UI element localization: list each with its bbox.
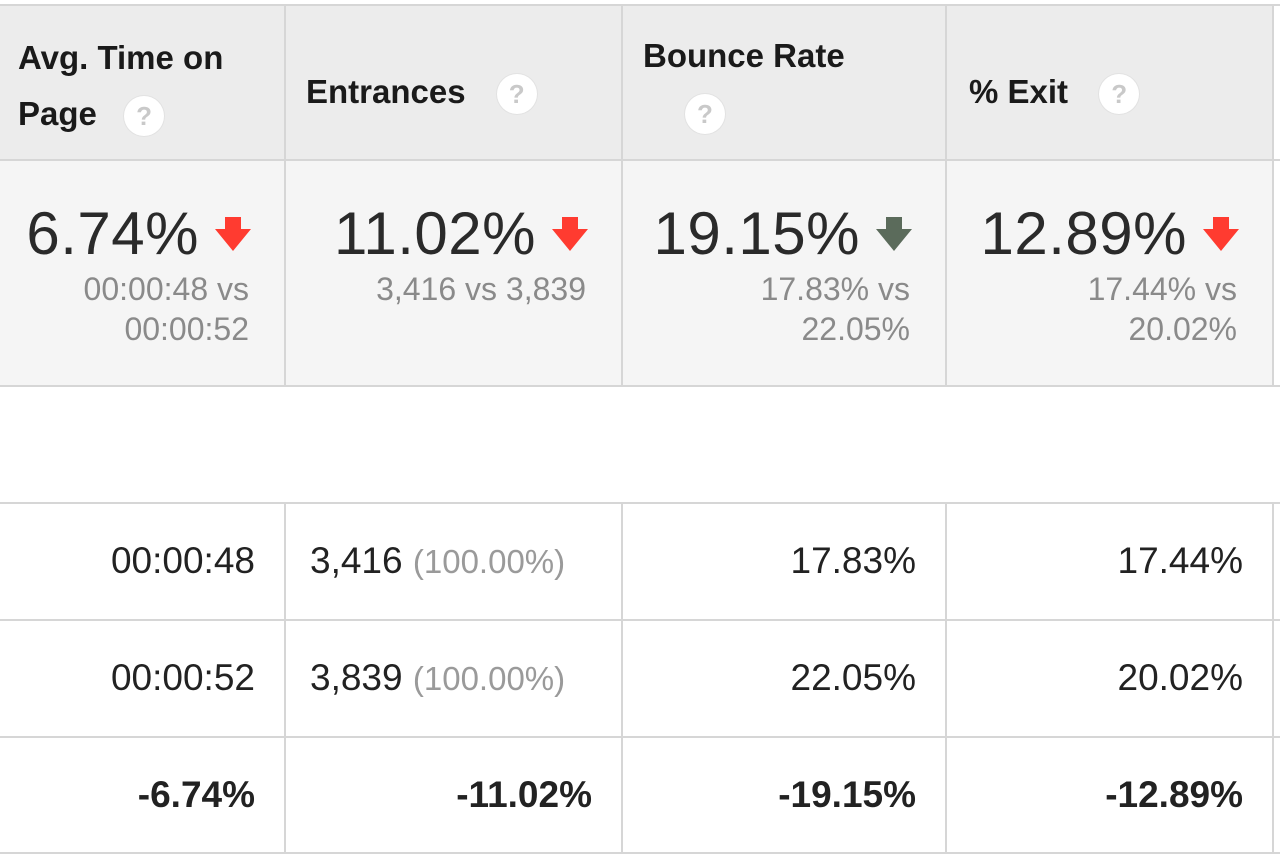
table-row-3-entrances: -11.02% xyxy=(286,737,622,853)
header-bounce-rate[interactable]: Bounce Rate ? xyxy=(623,6,946,160)
table-row-1-entrances: 3,416 (100.00%) xyxy=(286,503,622,619)
arrow-down-icon xyxy=(1203,216,1239,251)
divider xyxy=(284,4,286,387)
help-icon[interactable]: ? xyxy=(1099,74,1140,115)
table-row-2-avg-time: 00:00:52 xyxy=(0,620,285,736)
table-row-1-bounce-rate: 17.83% xyxy=(623,503,946,619)
summary-compare: 17.44% vs 20.02% xyxy=(1087,271,1237,347)
header-exit[interactable]: % Exit ? xyxy=(947,6,1273,160)
help-icon[interactable]: ? xyxy=(685,94,725,135)
divider xyxy=(0,619,1280,621)
divider xyxy=(0,385,1280,387)
cell-value: 17.83% xyxy=(790,540,917,581)
cell-value: 17.44% xyxy=(1117,540,1244,581)
divider xyxy=(0,4,1280,6)
header-label: Entrances ? xyxy=(306,64,537,120)
divider xyxy=(284,502,286,854)
table-row-2-bounce-rate: 22.05% xyxy=(623,620,946,736)
cell-value: 3,416 (100.00%) xyxy=(310,540,566,581)
summary-avg-time-on-page: 6.74% 00:00:48 vs 00:00:52 xyxy=(0,161,285,386)
cell-value: 00:00:48 xyxy=(110,540,255,581)
header-entrances[interactable]: Entrances ? xyxy=(286,6,622,160)
divider xyxy=(1272,502,1274,854)
cell-percent: (100.00%) xyxy=(412,543,566,580)
summary-value: 11.02% xyxy=(333,200,536,267)
summary-bounce-rate: 19.15% 17.83% vs 22.05% xyxy=(623,161,946,386)
summary-exit: 12.89% 17.44% vs 20.02% xyxy=(947,161,1273,386)
header-label: Avg. Time on Page ? xyxy=(18,30,223,142)
summary-compare: 17.83% vs 22.05% xyxy=(760,271,910,347)
cell-value: 00:00:52 xyxy=(110,657,255,698)
table-row-3-bounce-rate: -19.15% xyxy=(623,737,946,853)
summary-compare: 00:00:48 vs 00:00:52 xyxy=(83,271,249,347)
divider xyxy=(0,736,1280,738)
cell-value: -12.89% xyxy=(1105,774,1243,815)
cell-value: 3,839 (100.00%) xyxy=(310,657,566,698)
divider xyxy=(0,852,1280,854)
summary-entrances: 11.02% 3,416 vs 3,839 xyxy=(286,161,622,386)
cell-value: -6.74% xyxy=(137,774,255,815)
summary-value: 6.74% xyxy=(26,200,199,267)
help-icon[interactable]: ? xyxy=(496,74,537,115)
cell-value: 22.05% xyxy=(790,657,917,698)
cell-percent: (100.00%) xyxy=(412,660,566,697)
divider xyxy=(945,4,947,387)
divider xyxy=(0,159,1280,161)
summary-value: 12.89% xyxy=(980,200,1187,267)
divider xyxy=(621,4,623,387)
arrow-down-icon xyxy=(215,216,251,251)
table-row-1-avg-time: 00:00:48 xyxy=(0,503,285,619)
cell-value: -11.02% xyxy=(456,774,592,815)
arrow-down-icon xyxy=(552,216,588,251)
table-row-1-exit: 17.44% xyxy=(947,503,1273,619)
cell-value: 20.02% xyxy=(1117,657,1244,698)
table-row-3-avg-time: -6.74% xyxy=(0,737,285,853)
summary-value: 19.15% xyxy=(653,200,860,267)
header-avg-time-on-page[interactable]: Avg. Time on Page ? xyxy=(0,6,285,160)
table-row-2-exit: 20.02% xyxy=(947,620,1273,736)
help-icon[interactable]: ? xyxy=(124,96,165,137)
cell-value: -19.15% xyxy=(778,774,916,815)
table-row-2-entrances: 3,839 (100.00%) xyxy=(286,620,622,736)
summary-compare: 3,416 vs 3,839 xyxy=(376,271,586,307)
arrow-down-icon xyxy=(876,216,912,251)
divider xyxy=(1272,4,1274,387)
table-row-3-exit: -12.89% xyxy=(947,737,1273,853)
divider xyxy=(0,502,1280,504)
divider xyxy=(945,502,947,854)
header-label: Bounce Rate ? xyxy=(643,28,845,140)
header-label: % Exit ? xyxy=(969,64,1140,120)
divider xyxy=(621,502,623,854)
